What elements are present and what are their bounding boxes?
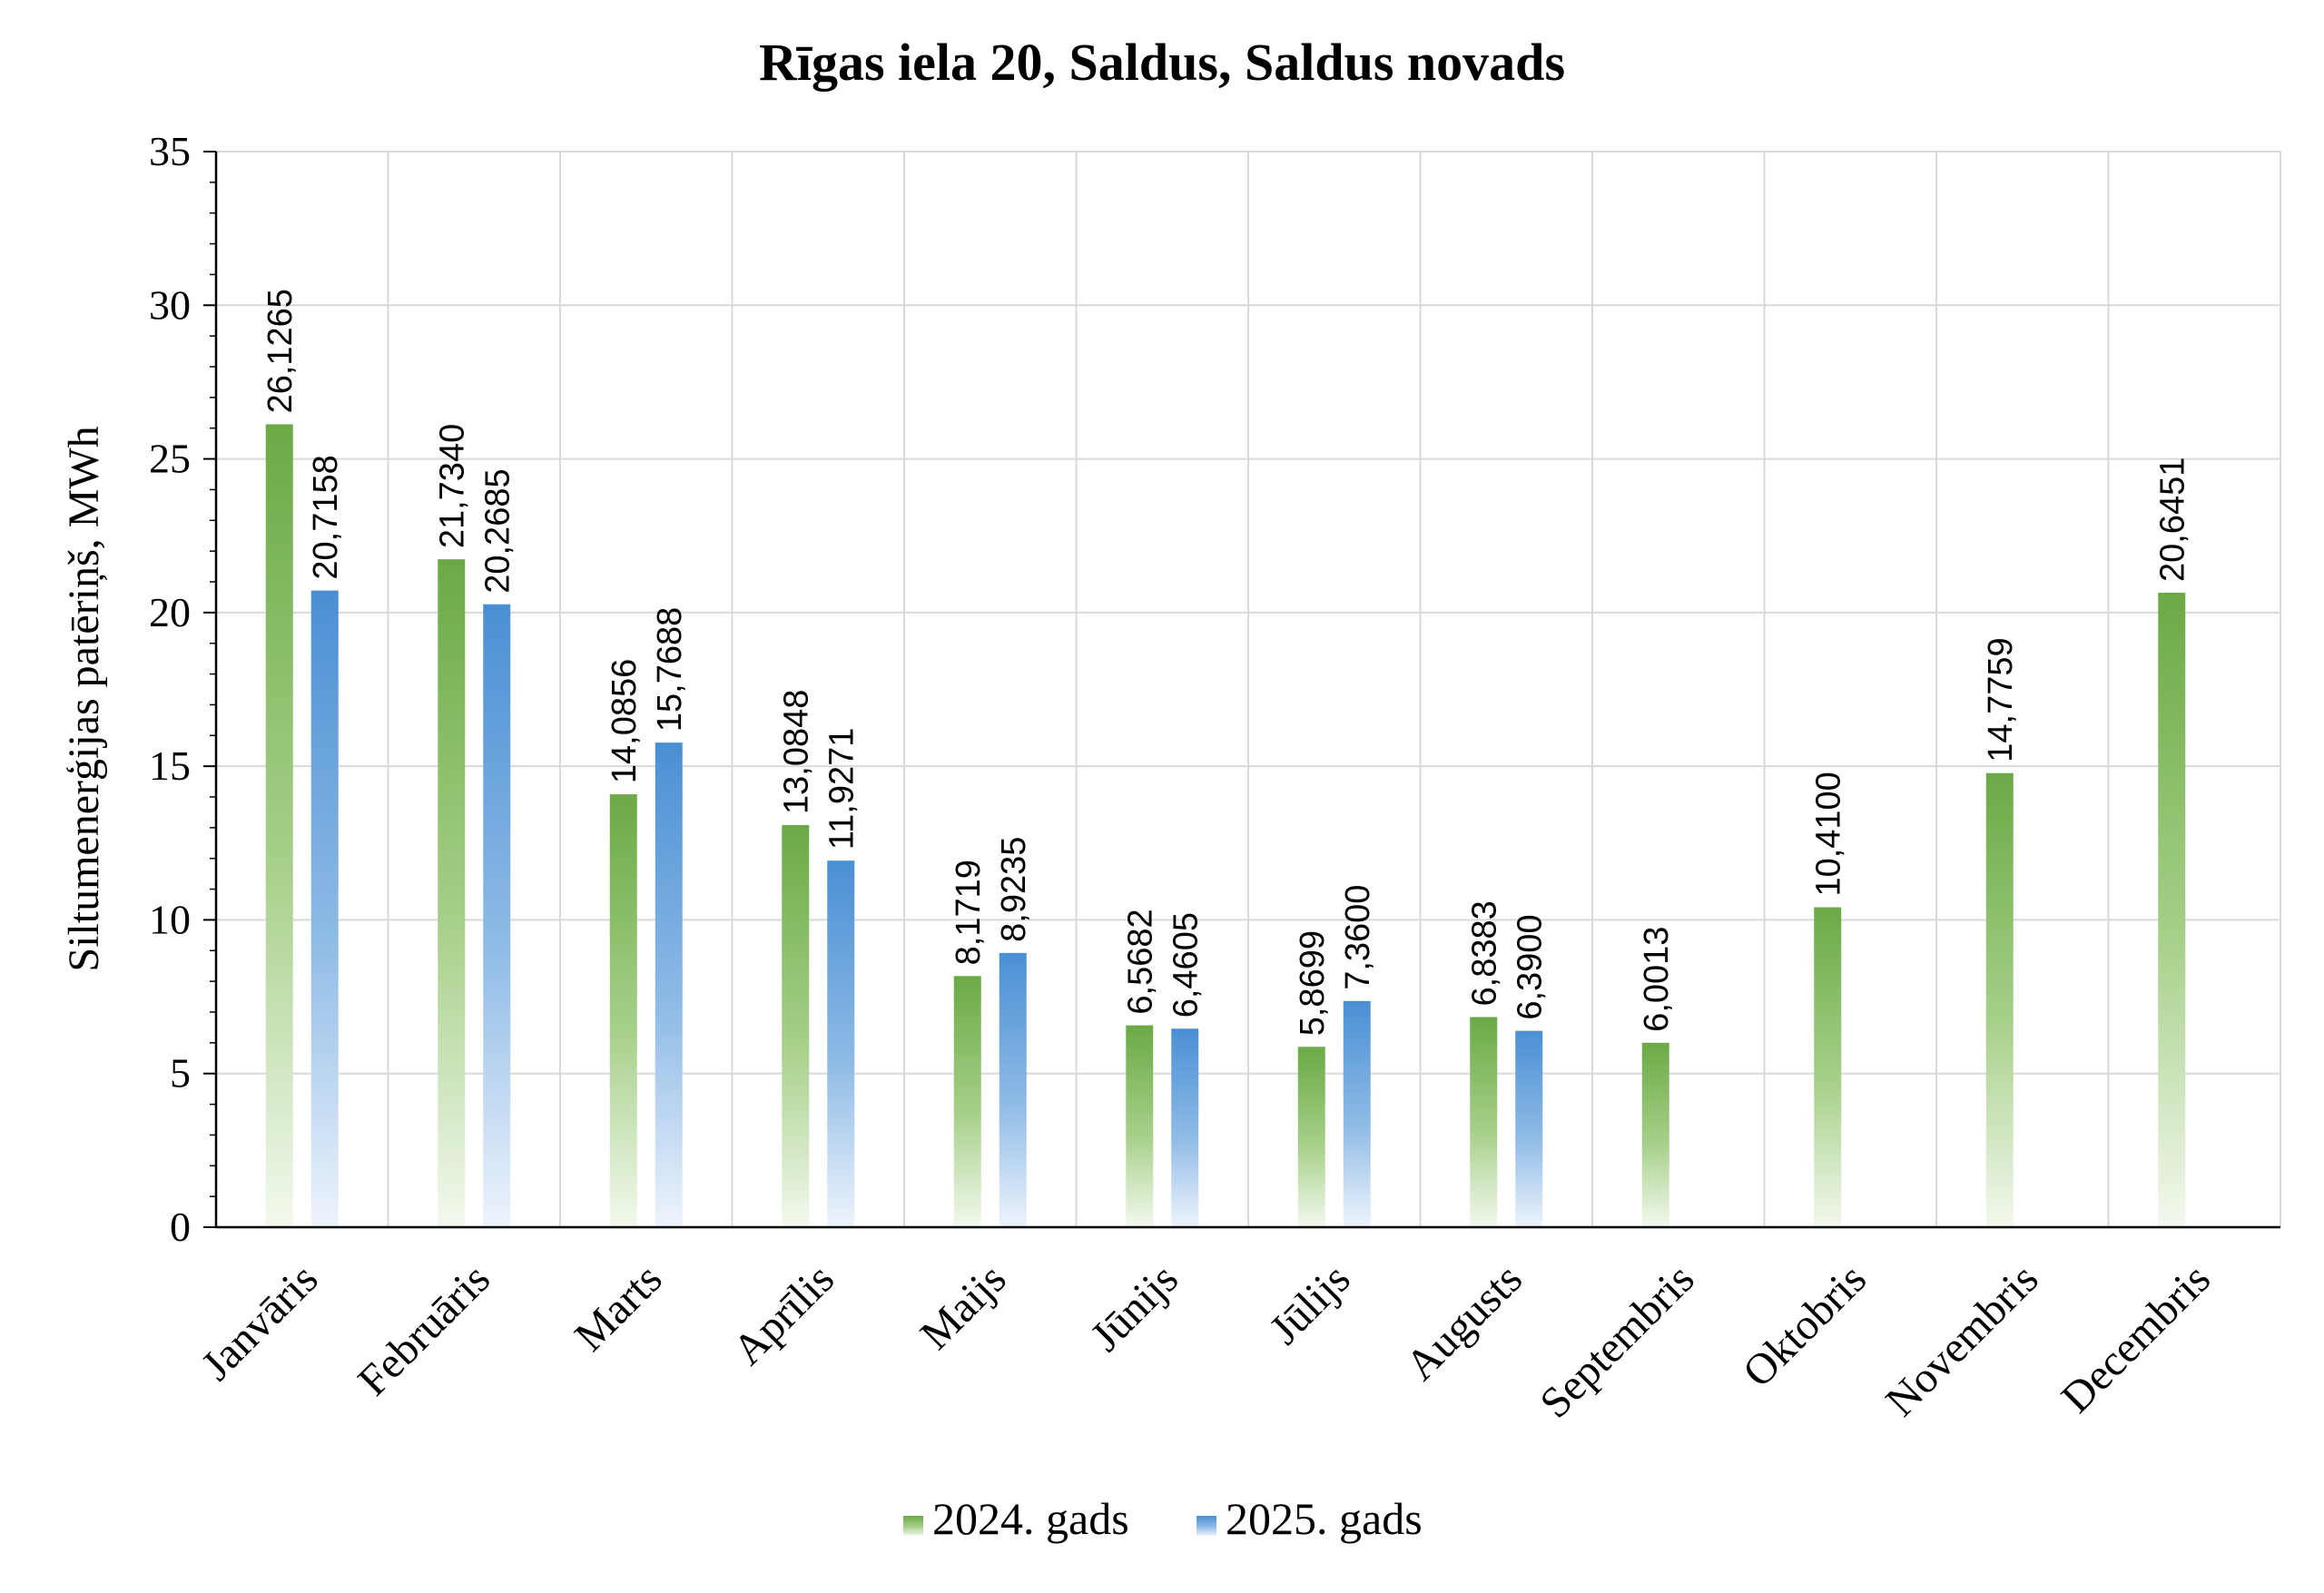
bar-2024-5 — [1126, 1025, 1154, 1227]
bar-2025-3 — [827, 860, 855, 1227]
legend-label-2024: 2024. gads — [932, 1493, 1129, 1544]
y-tick-label: 15 — [149, 742, 191, 789]
legend-swatch-2025 — [1196, 1516, 1216, 1536]
data-label: 14,7759 — [1982, 637, 2020, 762]
bar-2024-9 — [1814, 907, 1842, 1227]
bar-2024-2 — [609, 794, 637, 1227]
data-label: 6,8383 — [1465, 900, 1503, 1006]
x-tick-label: Augusts — [1396, 1254, 1531, 1390]
data-label: 6,3900 — [1511, 914, 1549, 1019]
legend-label-2025: 2025. gads — [1226, 1493, 1423, 1544]
chart-title: Rīgas iela 20, Saldus, Saldus novads — [759, 33, 1565, 92]
data-label: 10,4100 — [1809, 772, 1847, 896]
x-tick-label: Jūnijs — [1081, 1254, 1187, 1361]
data-label: 20,6451 — [2153, 457, 2191, 582]
y-tick-label: 10 — [149, 896, 191, 942]
legend: 2024. gads 2025. gads — [903, 1493, 1423, 1544]
legend-swatch-2024 — [903, 1516, 923, 1536]
bar-2024-3 — [782, 824, 810, 1227]
bar-2025-6 — [1343, 1000, 1371, 1227]
data-label: 8,1719 — [950, 860, 988, 965]
data-label: 7,3600 — [1339, 885, 1377, 990]
x-tick-label: Jūlijs — [1260, 1254, 1359, 1353]
x-tick-label: Marts — [566, 1254, 672, 1361]
x-tick-label: Aprīlis — [724, 1254, 843, 1374]
y-tick-label: 0 — [170, 1204, 191, 1250]
bar-2024-6 — [1297, 1047, 1325, 1227]
bar-2024-7 — [1470, 1017, 1498, 1227]
data-label: 20,7158 — [307, 455, 345, 579]
x-tick-label: Maijs — [911, 1254, 1016, 1359]
bar-2024-0 — [265, 424, 293, 1227]
data-label: 21,7340 — [433, 424, 471, 548]
bar-2025-0 — [310, 590, 339, 1227]
bar-2024-4 — [953, 976, 981, 1227]
data-label: 11,9271 — [822, 728, 861, 851]
x-tick-label: Janvāris — [192, 1254, 328, 1390]
bar-2024-10 — [1985, 772, 2014, 1227]
x-tick-label: Februāris — [349, 1254, 499, 1405]
y-tick-label: 30 — [149, 281, 191, 328]
data-label: 14,0856 — [606, 659, 644, 783]
bar-2025-7 — [1515, 1030, 1543, 1227]
y-tick-label: 5 — [170, 1050, 191, 1096]
bar-2025-2 — [655, 742, 683, 1227]
y-axis-label: Siltumenerģijas patēriņš, MWh — [60, 426, 108, 971]
bar-2025-1 — [483, 604, 511, 1227]
x-tick-label: Septembris — [1531, 1254, 1703, 1427]
y-tick-label: 35 — [149, 128, 191, 174]
data-label: 20,2685 — [478, 468, 517, 593]
data-label: 15,7688 — [651, 607, 689, 732]
bar-2025-5 — [1171, 1028, 1199, 1227]
y-tick-label: 20 — [149, 589, 191, 635]
bar-2024-1 — [438, 559, 466, 1227]
data-label: 13,0848 — [777, 690, 815, 814]
x-tick-label: Oktobris — [1734, 1254, 1876, 1396]
x-tick-label: Decembris — [2053, 1254, 2220, 1421]
data-label: 6,4605 — [1167, 912, 1205, 1018]
data-label: 6,5682 — [1121, 909, 1159, 1014]
data-label: 8,9235 — [995, 837, 1033, 942]
data-label: 5,8699 — [1294, 930, 1332, 1036]
bar-2025-4 — [999, 952, 1027, 1227]
data-label: 6,0013 — [1638, 927, 1676, 1032]
y-tick-label: 25 — [149, 436, 191, 482]
x-tick-label: Novembris — [1876, 1254, 2047, 1425]
bar-2024-8 — [1641, 1042, 1669, 1227]
data-label: 26,1265 — [261, 289, 300, 413]
bar-2024-11 — [2158, 593, 2186, 1227]
